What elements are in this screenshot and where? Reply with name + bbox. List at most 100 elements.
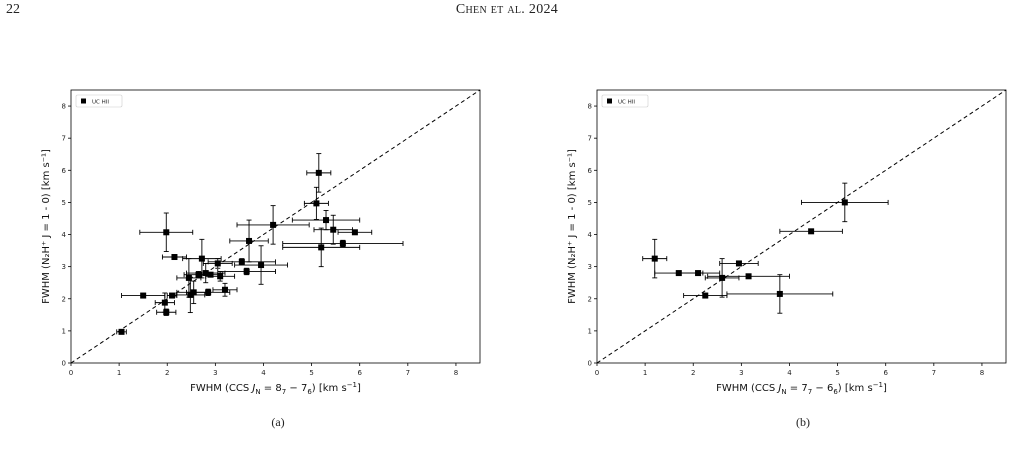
data-point bbox=[745, 273, 752, 280]
x-axis-label-part: J bbox=[776, 383, 781, 394]
data-point bbox=[313, 200, 320, 207]
legend-marker bbox=[81, 98, 86, 104]
data-point bbox=[318, 244, 325, 251]
running-head-text: Chen et al. 2024 bbox=[455, 2, 559, 17]
x-axis-label-part: 6 bbox=[307, 388, 312, 396]
x-axis-label-part: J bbox=[250, 383, 255, 394]
running-head: Chen et al. 2024 bbox=[0, 2, 1014, 18]
data-point bbox=[695, 270, 702, 277]
data-point-group bbox=[166, 292, 178, 299]
x-axis-label-part: 7 bbox=[282, 388, 286, 396]
x-axis-label-part: ] bbox=[357, 383, 361, 394]
data-point bbox=[270, 221, 277, 228]
data-point-group bbox=[704, 258, 740, 298]
x-tick-label: 3 bbox=[739, 369, 743, 377]
data-point bbox=[198, 255, 205, 262]
figure-a: 0 1 2 3 4 5 6 7 8 0 1 2 3 4 5 6 7 8 UC HII FWHM (CCS JN = 8… bbox=[41, 89, 481, 396]
data-point bbox=[205, 289, 212, 296]
x-axis-label-part: = 8 bbox=[261, 383, 282, 394]
x-tick-label: 4 bbox=[261, 369, 266, 377]
data-point bbox=[238, 258, 245, 265]
y-tick-label: 0 bbox=[588, 360, 592, 368]
x-axis-label-part: ) [km s bbox=[312, 383, 347, 394]
x-axis-label-part: −1 bbox=[347, 381, 357, 389]
y-tick-label: 6 bbox=[588, 167, 593, 175]
data-point bbox=[185, 274, 192, 281]
data-point-group bbox=[156, 308, 177, 316]
x-tick-label: 1 bbox=[643, 369, 647, 377]
data-point-group bbox=[683, 292, 728, 299]
data-point-group bbox=[234, 245, 288, 285]
figure-b: 0 1 2 3 4 5 6 7 8 0 1 2 3 4 5 6 7 8 UC HII FWHM (CCS JN = 7… bbox=[567, 89, 1007, 396]
x-tick-label: 6 bbox=[883, 369, 888, 377]
x-axis-label-part: 7 bbox=[808, 388, 812, 396]
x-tick-label: 0 bbox=[595, 369, 599, 377]
y-tick-label: 8 bbox=[62, 103, 66, 111]
x-axis-label-part: 6 bbox=[833, 388, 838, 396]
data-point-group bbox=[229, 219, 269, 263]
x-tick-label: 0 bbox=[69, 369, 73, 377]
y-tick-label: 7 bbox=[62, 135, 66, 143]
one-to-one-line bbox=[596, 89, 1007, 364]
data-point bbox=[243, 268, 250, 275]
data-point-group bbox=[306, 153, 332, 193]
data-point bbox=[163, 309, 170, 316]
data-point bbox=[315, 169, 322, 176]
x-axis-label-part: − 6 bbox=[812, 383, 833, 394]
data-point-group bbox=[154, 292, 175, 313]
caption-a: (a) bbox=[271, 415, 285, 429]
y-tick-label: 3 bbox=[62, 263, 66, 271]
y-tick-label: 1 bbox=[62, 327, 66, 335]
legend-frame bbox=[601, 94, 649, 108]
data-point-group bbox=[139, 212, 194, 253]
x-axis-label-part: N bbox=[255, 388, 260, 396]
y-tick-label: 0 bbox=[62, 360, 66, 368]
data-point bbox=[808, 228, 815, 235]
page-number: 22 bbox=[6, 2, 20, 17]
y-tick-label: 4 bbox=[588, 231, 593, 239]
data-point bbox=[217, 273, 224, 280]
data-point bbox=[187, 291, 194, 298]
x-tick-label: 8 bbox=[454, 369, 458, 377]
data-point-group bbox=[282, 239, 404, 248]
data-point bbox=[163, 229, 170, 236]
data-point bbox=[776, 290, 783, 297]
data-point-group bbox=[236, 205, 310, 245]
legend-label: UC HII bbox=[92, 100, 109, 106]
data-point-group bbox=[182, 238, 222, 279]
data-point bbox=[221, 286, 228, 293]
data-point-group bbox=[116, 328, 127, 335]
x-axis-label-part: FWHM (CCS bbox=[190, 383, 252, 394]
x-axis-label-part: ] bbox=[883, 383, 887, 394]
x-axis-label-part: ) [km s bbox=[838, 383, 873, 394]
data-point bbox=[207, 271, 214, 278]
data-point bbox=[719, 274, 726, 281]
caption-b: (b) bbox=[796, 415, 810, 429]
data-point bbox=[651, 255, 658, 262]
x-tick-label: 7 bbox=[932, 369, 936, 377]
data-point bbox=[169, 292, 176, 299]
data-point bbox=[323, 217, 330, 224]
legend: UC HII bbox=[601, 94, 649, 108]
y-tick-label: 2 bbox=[588, 295, 592, 303]
y-axis-label: FWHM (N₂H⁺ J = 1 - 0) [km s⁻¹] bbox=[567, 149, 578, 304]
y-tick-label: 2 bbox=[62, 295, 66, 303]
data-point-group bbox=[779, 228, 843, 235]
x-tick-label: 5 bbox=[835, 369, 839, 377]
x-axis-label-part: N bbox=[781, 388, 786, 396]
legend-label: UC HII bbox=[618, 100, 635, 106]
data-point-group bbox=[175, 276, 206, 314]
y-tick-label: 5 bbox=[588, 199, 592, 207]
data-point bbox=[118, 328, 125, 335]
data-point-group bbox=[291, 209, 361, 231]
x-tick-label: 6 bbox=[357, 369, 362, 377]
data-point-group bbox=[337, 229, 373, 236]
data-point-group bbox=[212, 282, 238, 297]
x-tick-label: 8 bbox=[980, 369, 984, 377]
y-tick-label: 7 bbox=[588, 135, 592, 143]
data-point-group bbox=[303, 186, 329, 220]
data-point-group bbox=[217, 267, 276, 276]
y-tick-label: 5 bbox=[62, 199, 66, 207]
x-tick-label: 5 bbox=[309, 369, 313, 377]
data-point-group bbox=[186, 288, 231, 297]
